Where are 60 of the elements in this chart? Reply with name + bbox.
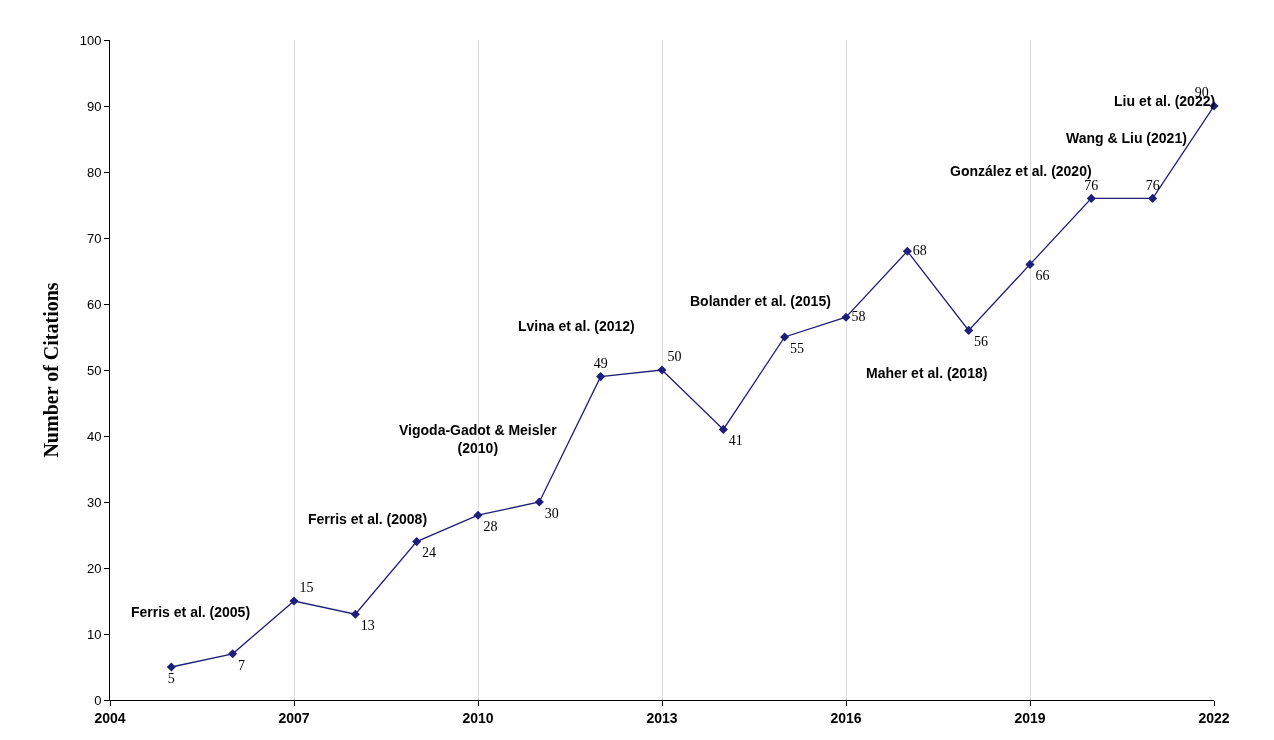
y-tick-label: 40 [86,428,102,444]
point [718,424,728,434]
point [289,596,299,606]
point [1025,259,1035,269]
y-tick-label: 80 [86,164,102,180]
data-label: 24 [422,545,437,561]
point [412,537,422,547]
y-tick-label: 50 [86,362,102,378]
data-label: 58 [851,308,866,324]
point [596,372,606,382]
x-tick-label: 2019 [1014,709,1046,726]
annotation: Bolander et al. (2015) [690,293,831,309]
point [166,662,176,672]
data-label: 55 [790,340,805,356]
point [1086,193,1096,203]
y-tick-label: 10 [86,626,102,642]
point [350,609,360,619]
annotation: González et al. (2020) [950,163,1092,179]
y-tick-label: 20 [86,560,102,576]
data-label: 66 [1035,268,1050,284]
data-label: 28 [483,519,498,535]
x-tick-label: 2007 [278,709,310,726]
data-label: 50 [667,349,682,365]
annotation: Maher et al. (2018) [866,365,988,381]
data-label: 68 [912,242,927,258]
point [902,246,912,256]
annotation: Vigoda-Gadot & Meisler (2010) [399,422,558,457]
annotation: Lvina et al. (2012) [518,318,635,334]
data-label: 56 [974,334,989,350]
x-tick-label: 2013 [646,709,678,726]
data-label: 76 [1145,177,1160,193]
data-label: 7 [238,657,246,673]
data-label: 5 [167,670,175,686]
point [228,649,238,659]
x-tick-label: 2010 [462,709,494,726]
data-label: 41 [728,433,743,449]
point [780,332,790,342]
point [657,365,667,375]
y-tick-label: 100 [79,32,102,48]
point [964,325,974,335]
y-tick-label: 0 [94,692,102,708]
annotation: Ferris et al. (2008) [308,511,428,527]
x-tick-label: 2016 [830,709,862,726]
y-tick-label: 60 [86,296,102,312]
y-tick-label: 30 [86,494,102,510]
point [841,312,851,322]
annotation: Wang & Liu (2021) [1066,130,1187,146]
data-label: 30 [544,505,559,521]
x-tick-label: 2004 [94,709,126,726]
point [473,510,483,520]
annotation: Ferris et al. (2005) [131,604,251,620]
y-axis-title: Number of Citations [40,282,63,458]
data-label: 15 [299,580,314,596]
data-label: 49 [593,355,608,371]
point [534,497,544,507]
point [1148,193,1158,203]
x-tick-label: 2022 [1198,709,1230,726]
y-tick-label: 70 [86,230,102,246]
data-label: 13 [360,618,375,634]
y-tick-label: 90 [86,98,102,114]
